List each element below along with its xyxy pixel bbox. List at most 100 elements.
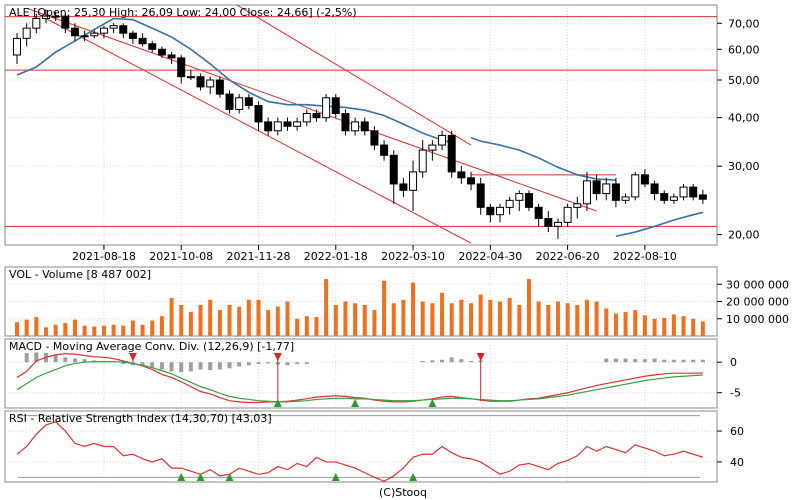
- price-ytick-label: 20,00: [728, 229, 760, 242]
- candle-up: [273, 121, 282, 132]
- volume-bar: [217, 310, 222, 336]
- volume-bar: [150, 320, 155, 336]
- trendline-channel: [235, 5, 472, 146]
- macd-panel-frame: [4, 338, 718, 409]
- candle-down: [380, 144, 389, 156]
- macd-histogram-bar: [256, 362, 261, 365]
- candle-down: [157, 48, 166, 56]
- volume-bar: [324, 279, 329, 336]
- candle-down: [360, 121, 369, 132]
- macd-histogram-bar: [121, 362, 126, 365]
- price-xtick-label: 2022-01-18: [304, 250, 368, 263]
- moving-average-line: [470, 137, 616, 182]
- macd-histogram-bar: [72, 358, 77, 363]
- volume-bar: [420, 301, 425, 336]
- rsi-panel-title: RSI - Relative Strength Index (14,30,70)…: [9, 412, 272, 425]
- volume-bar: [488, 299, 493, 336]
- macd-histogram-bar: [237, 362, 242, 367]
- candle-up: [631, 174, 640, 198]
- volume-bar: [584, 299, 589, 336]
- candle-down: [640, 174, 649, 185]
- volume-bar: [652, 318, 657, 336]
- macd-histogram-bar: [34, 352, 39, 363]
- price-panel: ALE [Open: 25,30 High: 26,09 Low: 24,00 …: [4, 4, 760, 263]
- macd-histogram-bar: [304, 362, 309, 365]
- volume-bar: [391, 303, 396, 336]
- volume-bar: [15, 322, 19, 336]
- volume-bar: [507, 298, 512, 336]
- candle-up: [186, 76, 195, 79]
- volume-bar: [92, 326, 97, 336]
- candle-up: [496, 206, 504, 216]
- volume-bar: [275, 306, 280, 336]
- volume-bar: [63, 323, 68, 336]
- candle-down: [215, 79, 224, 95]
- volume-bar: [536, 301, 541, 336]
- candle-down: [698, 194, 707, 200]
- candle-down: [341, 112, 350, 132]
- volume-bar: [227, 304, 232, 336]
- candle-down: [312, 112, 321, 119]
- moving-average-line: [16, 17, 452, 144]
- volume-bar: [111, 324, 116, 336]
- macd-histogram-bar: [613, 358, 618, 363]
- macd-histogram-bar: [150, 362, 155, 368]
- volume-bar: [459, 299, 464, 336]
- volume-bar: [613, 313, 618, 336]
- volume-bar: [604, 308, 609, 336]
- volume-bar: [34, 317, 39, 336]
- volume-bar: [188, 311, 193, 336]
- candle-down: [370, 130, 379, 146]
- candle-up: [90, 32, 99, 37]
- candle-up: [409, 171, 418, 191]
- macd-ytick-label: 0: [730, 356, 737, 369]
- rsi-buy-signal-marker: [331, 473, 340, 481]
- volume-bar: [662, 317, 667, 336]
- candle-down: [254, 104, 263, 123]
- rsi-ytick-label: 40: [730, 456, 744, 469]
- macd-histogram-bar: [652, 358, 657, 363]
- candle-down: [399, 183, 408, 191]
- volume-bar: [121, 325, 126, 336]
- macd-histogram-bar: [63, 357, 68, 363]
- candle-down: [544, 217, 553, 227]
- candle-up: [80, 35, 89, 38]
- macd-histogram-bar: [681, 359, 686, 363]
- candle-up: [418, 149, 427, 173]
- volume-bar: [382, 280, 387, 336]
- rsi-buy-signal-marker: [409, 473, 418, 481]
- macd-histogram-bar: [198, 362, 203, 370]
- macd-histogram-bar: [53, 354, 58, 363]
- price-xtick-label: 2021-11-28: [227, 250, 291, 263]
- sell-signal-marker: [128, 353, 137, 361]
- candle-down: [467, 177, 476, 185]
- candle-down: [457, 171, 466, 179]
- candle-down: [524, 193, 533, 208]
- buy-signal-marker: [273, 399, 282, 407]
- volume-bar: [256, 299, 261, 336]
- volume-bar: [430, 303, 435, 336]
- volume-bar: [179, 304, 184, 336]
- macd-histogram-bar: [633, 359, 638, 363]
- volume-bar: [642, 315, 647, 336]
- trendline-channel: [45, 18, 472, 244]
- macd-histogram-bar: [604, 358, 609, 363]
- buy-signal-marker: [428, 399, 437, 407]
- candle-up: [679, 186, 688, 198]
- candle-down: [611, 183, 620, 201]
- volume-bar: [362, 304, 367, 336]
- macd-histogram-bar: [671, 359, 676, 363]
- candle-up: [32, 18, 41, 29]
- volume-bar: [237, 306, 242, 336]
- volume-bar: [478, 294, 483, 336]
- rsi-buy-signal-marker: [177, 473, 186, 481]
- candle-up: [109, 25, 118, 29]
- candle-down: [70, 27, 79, 37]
- candle-down: [128, 32, 137, 39]
- volume-panel-title: VOL - Volume [8 487 002]: [9, 268, 151, 281]
- volume-bar: [440, 292, 445, 336]
- volume-bar: [517, 304, 522, 336]
- macd-histogram-bar: [430, 360, 435, 363]
- candle-down: [660, 193, 669, 201]
